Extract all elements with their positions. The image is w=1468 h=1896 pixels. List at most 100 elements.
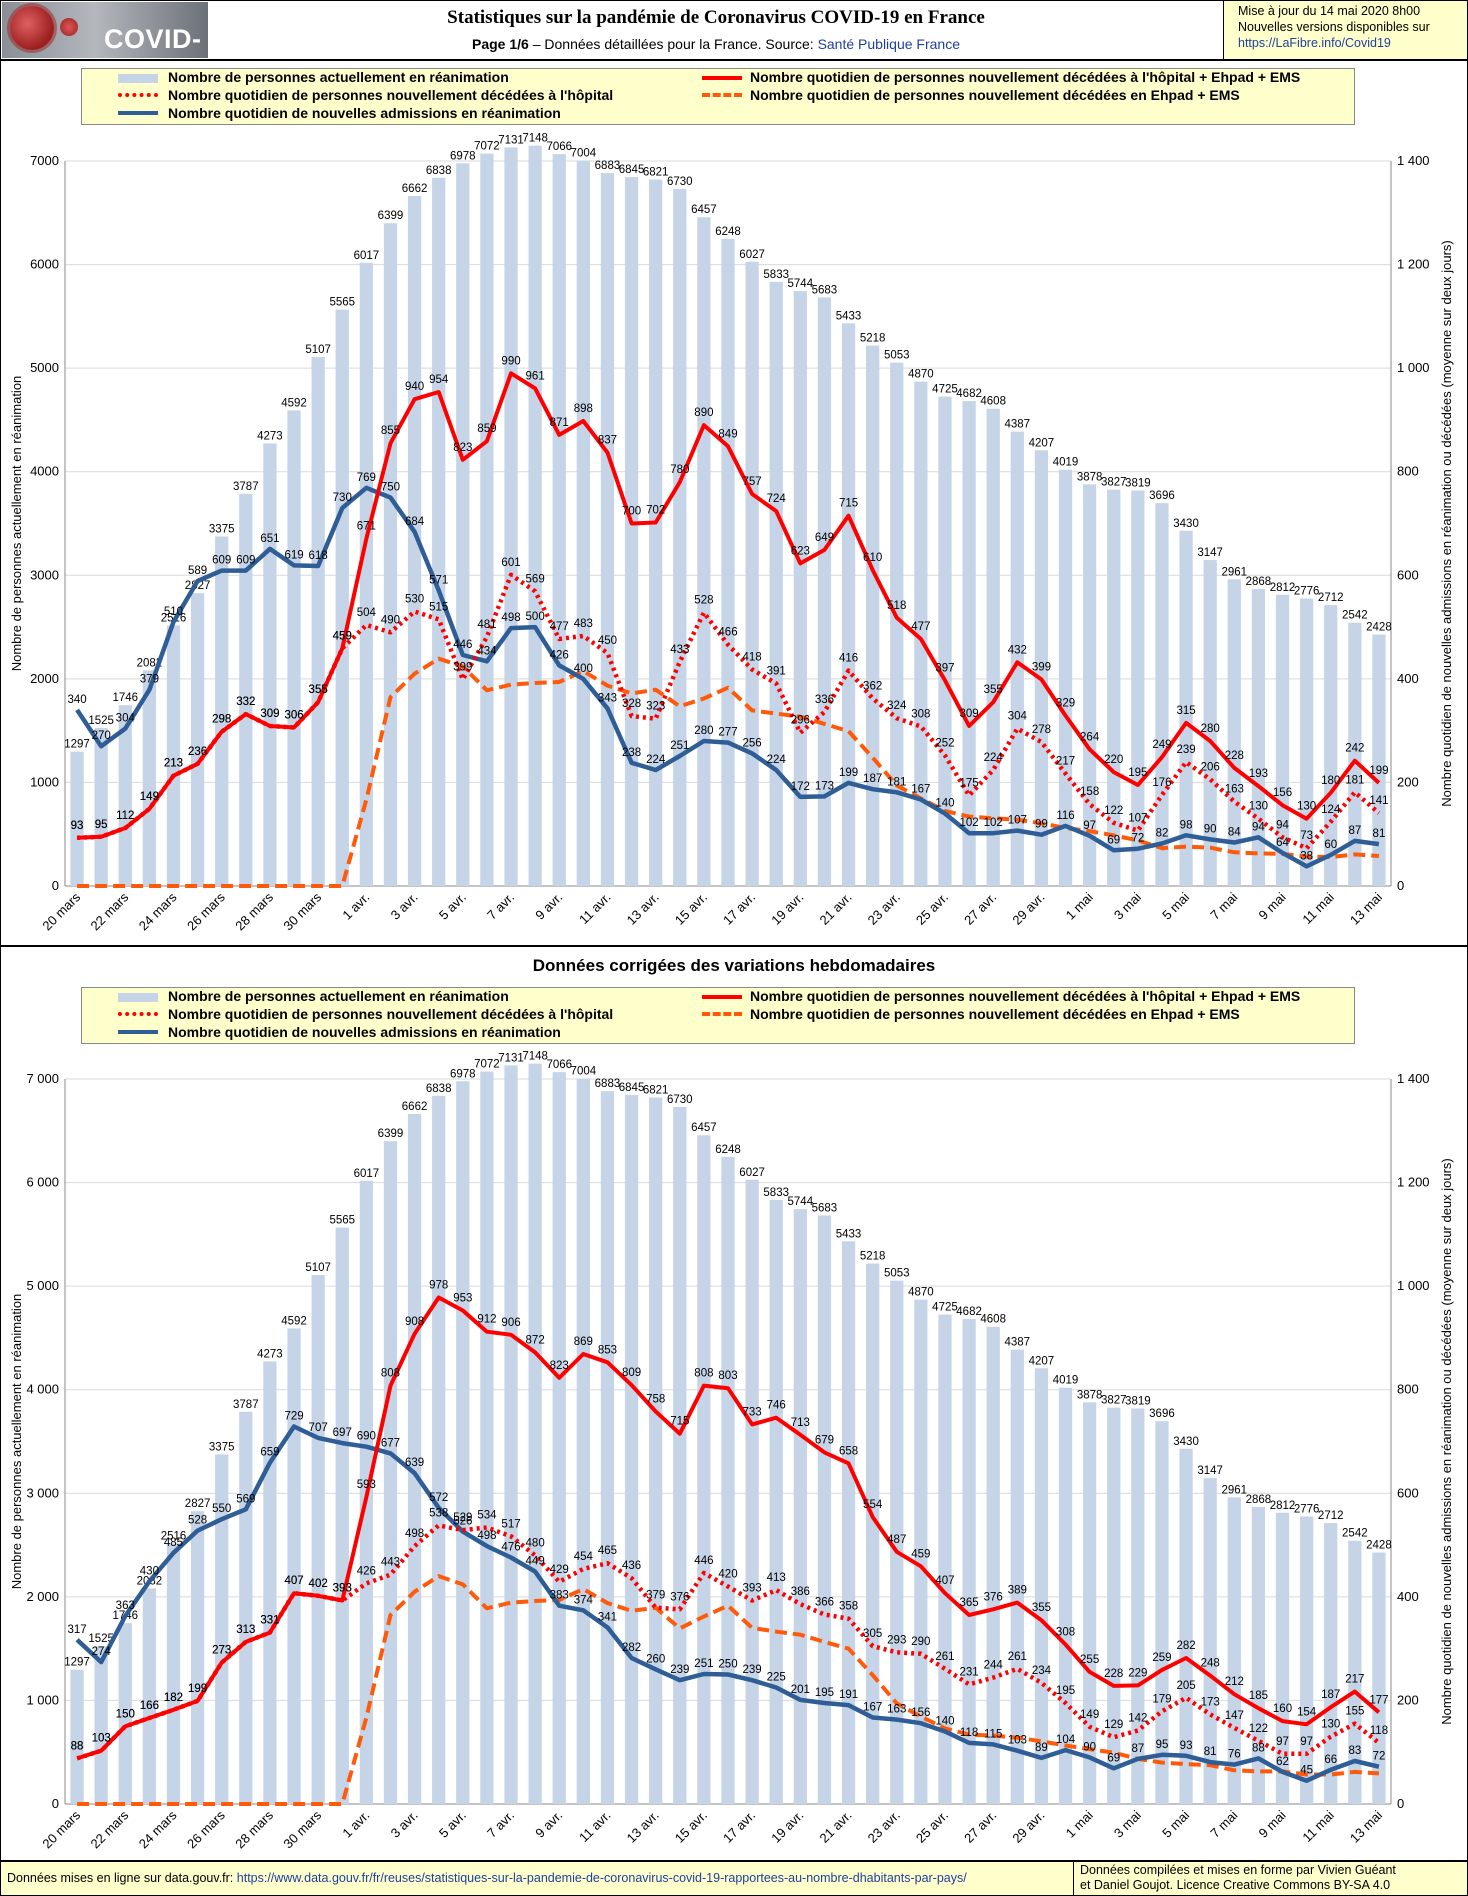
bar-reanimation bbox=[504, 1065, 518, 1804]
bar-value-label: 4682 bbox=[956, 1306, 982, 1318]
bar-reanimation bbox=[817, 1215, 832, 1804]
admissions-value-label: 102 bbox=[959, 817, 978, 829]
bar-value-label: 2868 bbox=[1246, 1494, 1272, 1506]
bar-value-label: 6821 bbox=[643, 167, 669, 179]
y-tick-label-right: 200 bbox=[1397, 1692, 1419, 1707]
deces-hopital-value-label: 224 bbox=[984, 752, 1004, 764]
deces-hopital-value-label: 293 bbox=[887, 1634, 906, 1646]
y-tick-label-left: 2000 bbox=[30, 671, 59, 686]
x-tick-label: 1 avr. bbox=[339, 890, 372, 923]
bar-value-label: 3430 bbox=[1173, 518, 1199, 530]
deces-hopital-value-label: 529 bbox=[453, 1512, 472, 1524]
admissions-value-label: 224 bbox=[646, 754, 666, 766]
bar-value-label: 5218 bbox=[860, 1251, 886, 1263]
covid19-logo: COVID-19 bbox=[2, 2, 208, 58]
admissions-value-label: 750 bbox=[381, 482, 400, 494]
bar-value-label: 3147 bbox=[1197, 547, 1223, 559]
admissions-value-label: 69 bbox=[1107, 834, 1120, 846]
deces-hopital-value-label: 466 bbox=[718, 627, 737, 639]
x-tick-label: 13 avr. bbox=[624, 890, 662, 928]
deces-total-value-label: 264 bbox=[1080, 731, 1100, 743]
deces-hopital-value-label: 94 bbox=[1276, 819, 1289, 831]
deces-hopital-value-label: 149 bbox=[1080, 1709, 1099, 1721]
deces-hopital-value-label: 305 bbox=[863, 1628, 882, 1640]
deces-total-value-label: 187 bbox=[1321, 1689, 1340, 1701]
bar-reanimation bbox=[94, 1646, 108, 1804]
legend-red-line bbox=[702, 995, 742, 999]
bar-value-label: 2827 bbox=[185, 1498, 211, 1510]
deces-hopital-value-label: 323 bbox=[646, 701, 665, 713]
deces-total-value-label: 407 bbox=[284, 1575, 303, 1587]
x-tick-label: 25 avr. bbox=[913, 890, 951, 928]
deces-hopital-value-label: 331 bbox=[260, 1615, 279, 1627]
admissions-value-label: 118 bbox=[960, 1727, 978, 1739]
admissions-value-label: 569 bbox=[236, 1493, 255, 1505]
admissions-value-label: 172 bbox=[791, 781, 810, 793]
deces-total-value-label: 758 bbox=[646, 1393, 665, 1405]
bar-value-label: 3696 bbox=[1149, 1408, 1175, 1420]
x-tick-label: 7 mai bbox=[1207, 1807, 1240, 1840]
footer-source-link[interactable]: https://www.data.gouv.fr/fr/reuses/stati… bbox=[236, 1871, 967, 1885]
admissions-value-label: 87 bbox=[1131, 1743, 1144, 1755]
update-note: Nouvelles versions disponibles sur bbox=[1238, 20, 1430, 34]
bar-reanimation bbox=[239, 493, 253, 886]
bar-value-label: 6399 bbox=[378, 1128, 404, 1140]
bar-reanimation bbox=[1227, 579, 1241, 886]
admissions-value-label: 684 bbox=[405, 516, 425, 528]
bar-reanimation bbox=[745, 1179, 759, 1804]
x-tick-label: 7 avr. bbox=[484, 1808, 517, 1841]
deces-hopital-value-label: 112 bbox=[116, 810, 134, 822]
page-header: COVID-19 Statistiques sur la pandémie de… bbox=[0, 0, 1468, 60]
source-link[interactable]: Santé Publique France bbox=[817, 36, 960, 52]
bar-value-label: 6883 bbox=[595, 1078, 621, 1090]
y-tick-label-left: 3000 bbox=[30, 567, 59, 582]
x-tick-label: 26 mars bbox=[184, 889, 228, 933]
bar-value-label: 3147 bbox=[1197, 1465, 1223, 1477]
bar-reanimation bbox=[769, 1199, 783, 1804]
admissions-value-label: 76 bbox=[1228, 1749, 1241, 1761]
update-link[interactable]: https://LaFibre.info/Covid19 bbox=[1238, 36, 1391, 50]
bar-reanimation bbox=[456, 163, 470, 886]
deces-total-value-label: 376 bbox=[984, 1591, 1003, 1603]
bar-value-label: 2776 bbox=[1294, 1503, 1320, 1515]
bar-reanimation bbox=[359, 262, 373, 886]
bar-reanimation bbox=[504, 147, 518, 887]
deces-hopital-value-label: 446 bbox=[694, 1555, 713, 1567]
deces-hopital-value-label: 179 bbox=[1152, 1693, 1171, 1705]
admissions-value-label: 115 bbox=[984, 1728, 1002, 1740]
y-tick-label-left: 3 000 bbox=[26, 1485, 59, 1500]
bar-value-label: 4592 bbox=[281, 397, 307, 409]
admissions-value-label: 238 bbox=[622, 747, 641, 759]
admissions-value-label: 95 bbox=[1156, 1739, 1169, 1751]
x-tick-label: 11 mai bbox=[1299, 889, 1337, 927]
admissions-value-label: 89 bbox=[1035, 1742, 1048, 1754]
deces-total-value-label: 199 bbox=[188, 1683, 207, 1695]
x-tick-label: 29 avr. bbox=[1009, 890, 1047, 928]
x-tick-label: 21 avr. bbox=[816, 890, 854, 928]
y-tick-label-left: 6000 bbox=[30, 257, 59, 272]
deces-total-value-label: 259 bbox=[1152, 1652, 1171, 1664]
admissions-value-label: 163 bbox=[887, 1704, 906, 1716]
bar-value-label: 3827 bbox=[1101, 477, 1127, 489]
deces-total-value-label: 853 bbox=[598, 1344, 617, 1356]
bar-reanimation bbox=[1131, 490, 1145, 886]
bar-reanimation bbox=[600, 173, 615, 886]
page-footer: Données mises en ligne sur data.gouv.fr:… bbox=[0, 1861, 1468, 1896]
bar-value-label: 6662 bbox=[402, 1101, 428, 1113]
admissions-value-label: 88 bbox=[1252, 1742, 1265, 1754]
bar-value-label: 6457 bbox=[691, 204, 717, 216]
deces-hopital-value-label: 379 bbox=[646, 1590, 665, 1602]
bar-reanimation bbox=[576, 1078, 590, 1804]
admissions-value-label: 201 bbox=[791, 1684, 810, 1696]
chart-legend: Nombre de personnes actuellement en réan… bbox=[81, 68, 1355, 125]
deces-total-value-label: 823 bbox=[550, 1360, 569, 1372]
x-tick-label: 25 avr. bbox=[913, 1808, 951, 1846]
bar-value-label: 4387 bbox=[1005, 419, 1031, 431]
deces-total-value-label: 459 bbox=[333, 630, 352, 642]
admissions-value-label: 528 bbox=[188, 1515, 207, 1527]
deces-hopital-value-label: 429 bbox=[550, 1564, 569, 1576]
footer-source: Données mises en ligne sur data.gouv.fr:… bbox=[7, 1871, 967, 1885]
deces-total-value-label: 808 bbox=[381, 1368, 400, 1380]
bar-reanimation bbox=[649, 179, 663, 886]
admissions-value-label: 498 bbox=[477, 1530, 496, 1542]
